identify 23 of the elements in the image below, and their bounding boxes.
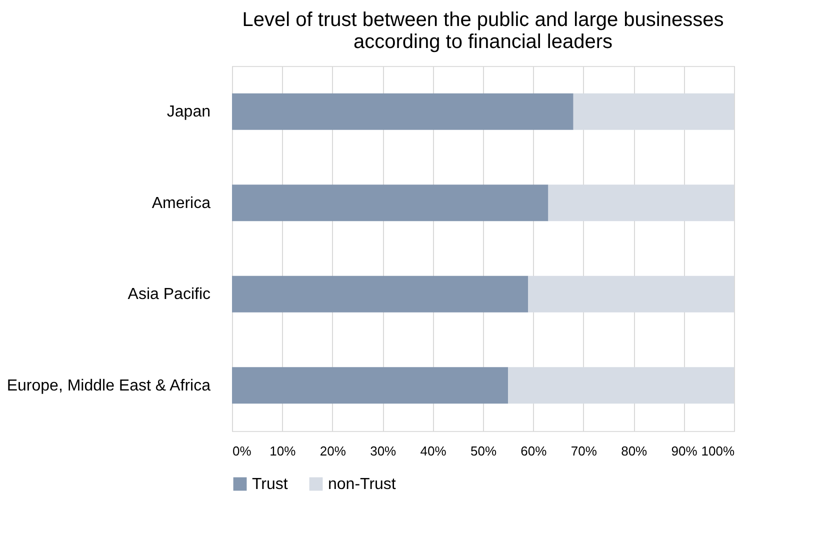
bar [232, 276, 528, 312]
x-tick-label: 80% [621, 444, 648, 458]
x-tick-label: 40% [420, 444, 447, 458]
bar [232, 367, 508, 404]
bar [232, 93, 574, 130]
legend-label: Trust [252, 476, 288, 493]
x-tick-label: 100% [701, 444, 735, 458]
y-tick-label: Japan [166, 104, 210, 121]
x-tick-label: 10% [270, 444, 296, 458]
text: Level of trust between the public and large businesses [242, 9, 724, 31]
y-tick-label: Europe, Middle East & Africa [6, 377, 211, 394]
legend-label: non-Trust [328, 476, 396, 493]
bar [232, 184, 548, 222]
x-tick-label: 70% [570, 444, 598, 458]
x-tick-label: 20% [320, 444, 346, 458]
x-tick-label: 30% [370, 444, 397, 458]
x-tick-label: 0% [232, 444, 252, 458]
text: according to financial leaders [353, 31, 613, 53]
x-tick-label: 50% [470, 444, 497, 458]
y-tick-label: America [152, 194, 211, 212]
x-tick-label: 60% [520, 444, 548, 458]
y-tick-label: Asia Pacific [128, 286, 210, 304]
x-tick-label: 90% [671, 444, 698, 458]
